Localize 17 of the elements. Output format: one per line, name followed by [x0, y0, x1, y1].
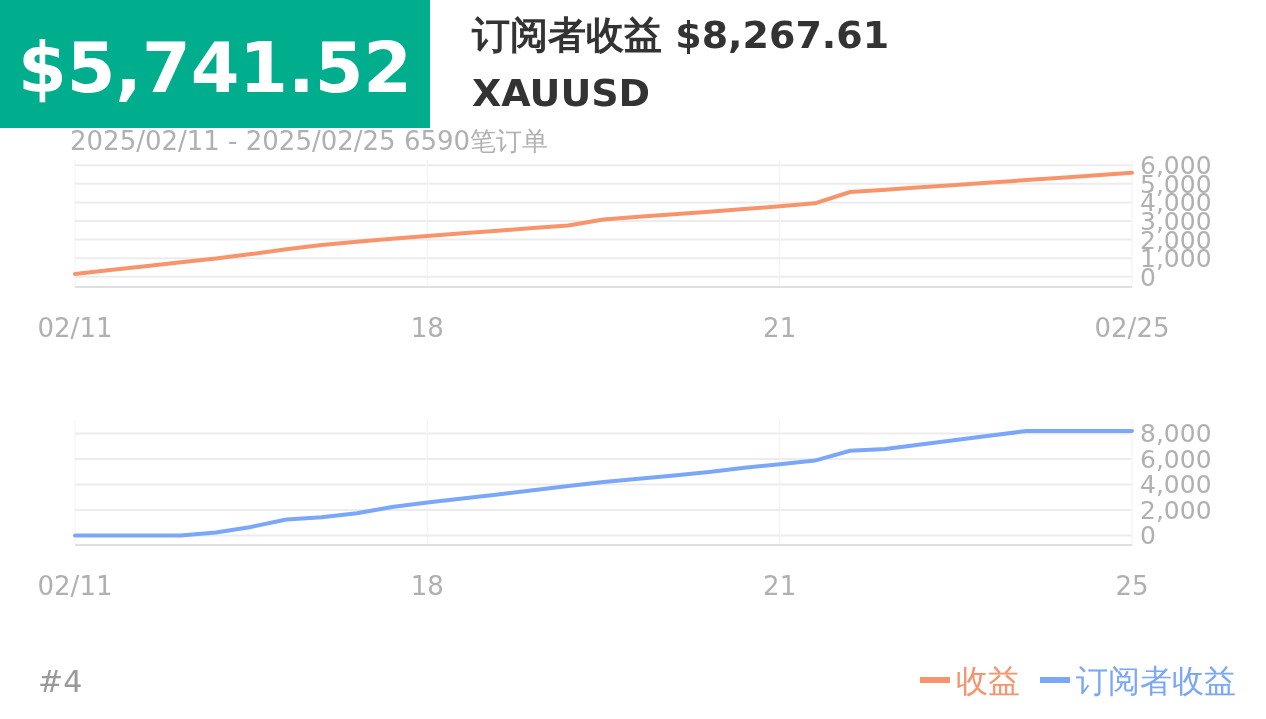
line-series — [73, 170, 1134, 276]
legend-label: 收益 — [956, 662, 1020, 700]
text: #4 — [38, 664, 83, 699]
x-tick-label: 21 — [763, 313, 797, 343]
x-tick-label: 02/25 — [1094, 313, 1170, 343]
legend-label: 订阅者收益 — [1076, 662, 1236, 700]
x-tick-label: 02/11 — [37, 571, 113, 601]
x-tick-label: 25 — [1115, 571, 1149, 601]
text: XAUUSD — [472, 71, 651, 115]
chart-subtitle: 订阅者收益 $8,267.61 — [471, 13, 890, 57]
chart-title: $5,741.52 — [17, 27, 413, 109]
x-tick-label: 02/11 — [37, 313, 113, 343]
line-series — [73, 429, 1134, 538]
x-tick-label: 18 — [410, 571, 444, 601]
x-tick-label: 21 — [763, 571, 797, 601]
text: 2025/02/11 - 2025/02/25 6590笔订单 — [70, 126, 549, 156]
x-tick-label: 18 — [410, 313, 444, 343]
